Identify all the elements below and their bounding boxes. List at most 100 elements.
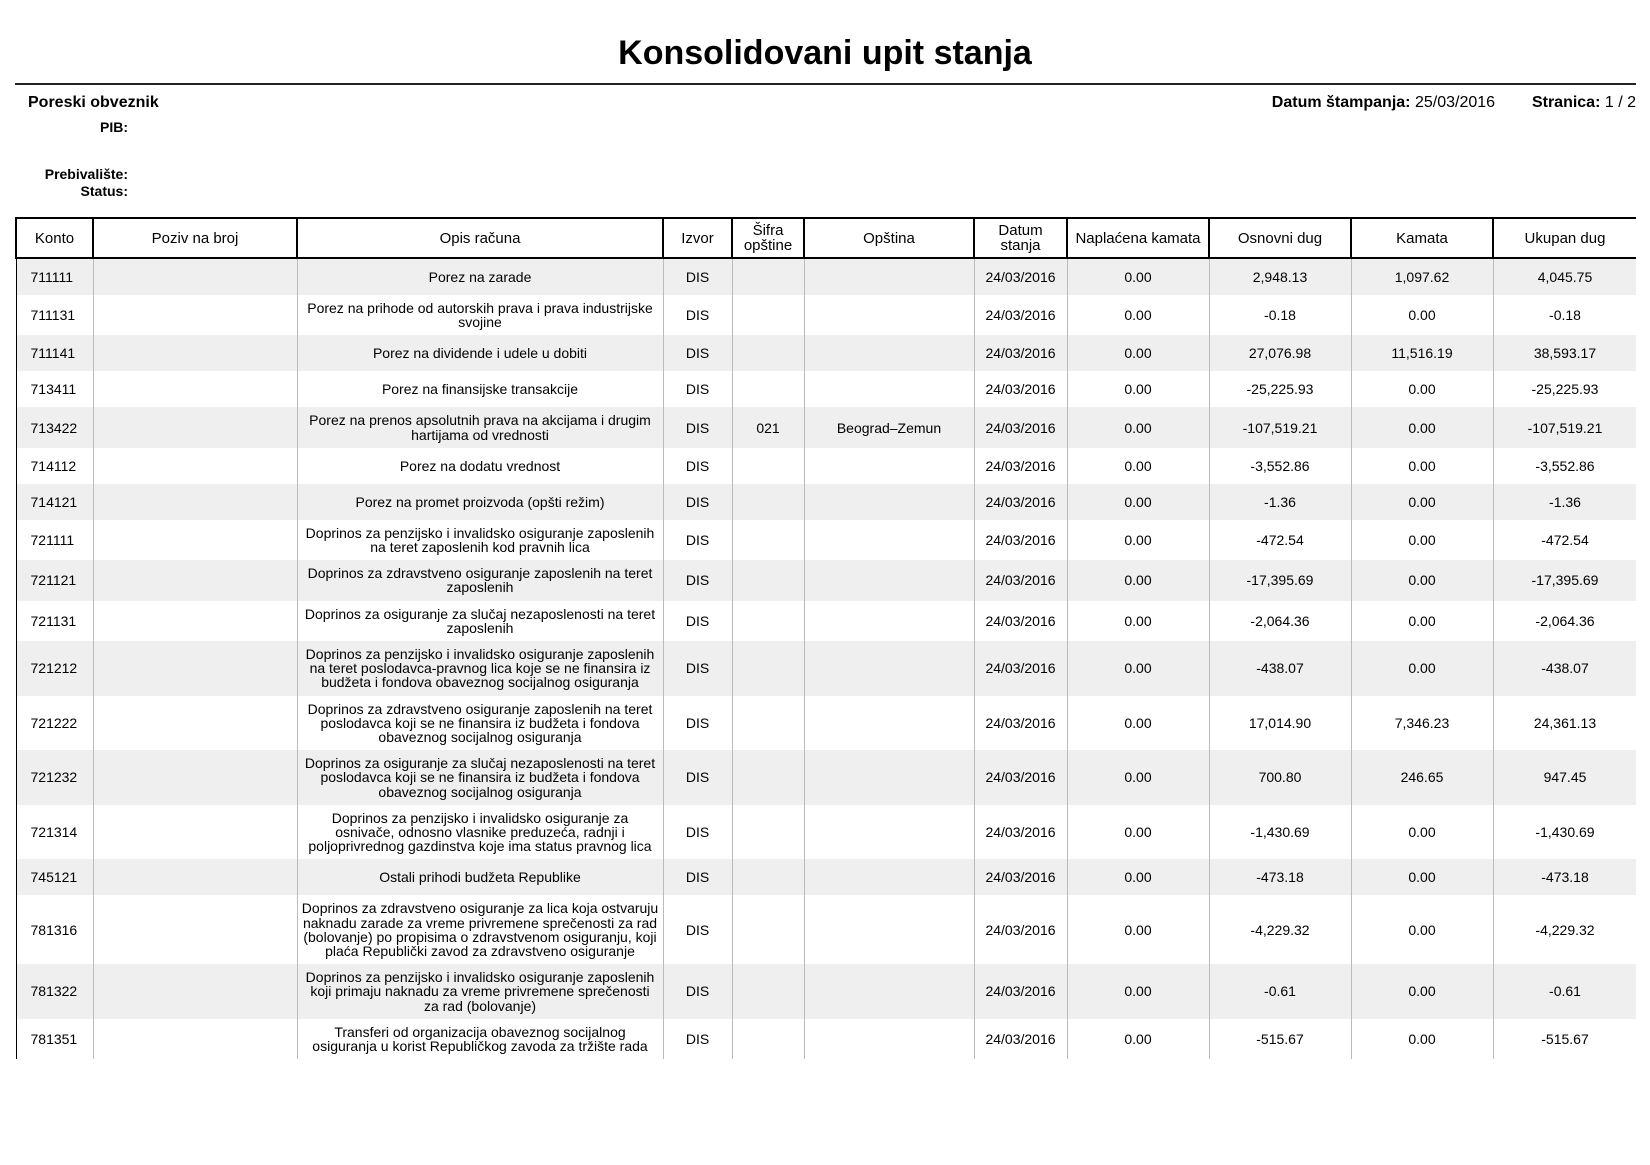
cell-ukupan-dug: -107,519.21	[1492, 407, 1636, 448]
table-row: 721222 Doprinos za zdravstveno osiguranje…	[15, 695, 1636, 751]
cell-izvor: DIS	[662, 600, 733, 642]
cell-naplacena-kamata: 0.00	[1066, 295, 1210, 336]
cell-poziv-na-broj	[92, 859, 298, 896]
cell-opstina	[803, 519, 975, 561]
cell-kamata: 0.00	[1350, 519, 1494, 561]
cell-osnovni-dug: 17,014.90	[1208, 695, 1352, 751]
cell-naplacena-kamata: 0.00	[1066, 1018, 1210, 1060]
cell-izvor: DIS	[662, 964, 733, 1019]
cell-osnovni-dug: -2,064.36	[1208, 600, 1352, 642]
cell-poziv-na-broj	[92, 964, 298, 1019]
cell-sifra-opstine	[731, 519, 805, 561]
cell-izvor: DIS	[662, 258, 733, 295]
cell-opis-racuna: Doprinos za zdravstveno osiguranje zapos…	[296, 695, 664, 751]
column-header-datum-stanja: Datum stanja	[973, 217, 1068, 259]
cell-opstina	[803, 895, 975, 965]
cell-opis-racuna: Doprinos za penzijsko i invalidsko osigu…	[296, 804, 664, 860]
column-header-sifra-opstine: Šifra opštine	[731, 217, 805, 259]
table-body: 711111 Porez na zarade DIS 24/03/2016 0.00 2,…	[15, 258, 1636, 1060]
table-row: 713411 Porez na finansijske transakcije DI…	[15, 371, 1636, 408]
cell-poziv-na-broj	[92, 519, 298, 561]
cell-kamata: 0.00	[1350, 295, 1494, 336]
cell-kamata: 0.00	[1350, 600, 1494, 642]
cell-opstina	[803, 560, 975, 601]
cell-opis-racuna: Porez na zarade	[296, 258, 664, 295]
page-label: Stranica:	[1531, 94, 1601, 111]
cell-opis-racuna: Ostali prihodi budžeta Republike	[296, 859, 664, 896]
cell-kamata: 0.00	[1350, 560, 1494, 601]
cell-datum-stanja: 24/03/2016	[973, 964, 1068, 1019]
cell-naplacena-kamata: 0.00	[1066, 695, 1210, 751]
cell-izvor: DIS	[662, 895, 733, 965]
cell-datum-stanja: 24/03/2016	[973, 895, 1068, 965]
cell-kamata: 246.65	[1350, 750, 1494, 805]
column-header-kamata: Kamata	[1350, 217, 1494, 259]
cell-izvor: DIS	[662, 641, 733, 696]
cell-opis-racuna: Doprinos za osiguranje za slučaj nezapos…	[296, 600, 664, 642]
cell-osnovni-dug: -17,395.69	[1208, 560, 1352, 601]
cell-ukupan-dug: -25,225.93	[1492, 371, 1636, 408]
cell-konto: 711111	[15, 258, 94, 295]
cell-opstina	[803, 447, 975, 484]
cell-kamata: 0.00	[1350, 371, 1494, 408]
table-row: 721111 Doprinos za penzijsko i invalidsko…	[15, 519, 1636, 561]
cell-datum-stanja: 24/03/2016	[973, 641, 1068, 696]
cell-opis-racuna: Doprinos za osiguranje za slučaj nezapos…	[296, 750, 664, 805]
table-row: 713422 Porez na prenos apsolutnih prava n…	[15, 407, 1636, 448]
cell-osnovni-dug: 2,948.13	[1208, 258, 1352, 295]
cell-ukupan-dug: 4,045.75	[1492, 258, 1636, 295]
cell-opis-racuna: Doprinos za penzijsko i invalidsko osigu…	[296, 519, 664, 561]
cell-osnovni-dug: -438.07	[1208, 641, 1352, 696]
cell-izvor: DIS	[662, 447, 733, 484]
cell-konto: 721131	[15, 600, 94, 642]
cell-opstina	[803, 335, 975, 372]
cell-datum-stanja: 24/03/2016	[973, 335, 1068, 372]
cell-naplacena-kamata: 0.00	[1066, 641, 1210, 696]
cell-poziv-na-broj	[92, 258, 298, 295]
cell-opstina	[803, 600, 975, 642]
cell-naplacena-kamata: 0.00	[1066, 519, 1210, 561]
table-row: 721232 Doprinos za osiguranje za slučaj n…	[15, 750, 1636, 805]
cell-opstina: Beograd–Zemun	[803, 407, 975, 448]
cell-sifra-opstine	[731, 859, 805, 896]
cell-konto: 781351	[15, 1018, 94, 1060]
cell-ukupan-dug: -473.18	[1492, 859, 1636, 896]
cell-konto: 721222	[15, 695, 94, 751]
cell-sifra-opstine	[731, 695, 805, 751]
table-row: 711141 Porez na dividende i udele u dobit…	[15, 335, 1636, 372]
cell-sifra-opstine	[731, 750, 805, 805]
column-header-opis-racuna: Opis računa	[296, 217, 664, 259]
cell-osnovni-dug: -473.18	[1208, 859, 1352, 896]
cell-sifra-opstine	[731, 371, 805, 408]
table-row: 721314 Doprinos za penzijsko i invalidsko…	[15, 804, 1636, 860]
cell-konto: 721314	[15, 804, 94, 860]
cell-naplacena-kamata: 0.00	[1066, 483, 1210, 520]
cell-sifra-opstine	[731, 1018, 805, 1060]
cell-ukupan-dug: -0.18	[1492, 295, 1636, 336]
cell-izvor: DIS	[662, 560, 733, 601]
cell-datum-stanja: 24/03/2016	[973, 1018, 1068, 1060]
cell-naplacena-kamata: 0.00	[1066, 804, 1210, 860]
cell-kamata: 0.00	[1350, 859, 1494, 896]
cell-datum-stanja: 24/03/2016	[973, 695, 1068, 751]
balance-table: Konto Poziv na broj Opis računa Izvor Šifra …	[15, 217, 1636, 1060]
cell-datum-stanja: 24/03/2016	[973, 483, 1068, 520]
cell-kamata: 0.00	[1350, 804, 1494, 860]
cell-sifra-opstine	[731, 641, 805, 696]
table-row: 721131 Doprinos za osiguranje za slučaj n…	[15, 600, 1636, 642]
cell-opstina	[803, 804, 975, 860]
cell-sifra-opstine: 021	[731, 407, 805, 448]
cell-kamata: 11,516.19	[1350, 335, 1494, 372]
print-date: 25/03/2016	[1414, 94, 1496, 111]
cell-poziv-na-broj	[92, 641, 298, 696]
cell-ukupan-dug: 38,593.17	[1492, 335, 1636, 372]
cell-naplacena-kamata: 0.00	[1066, 750, 1210, 805]
cell-ukupan-dug: 24,361.13	[1492, 695, 1636, 751]
cell-poziv-na-broj	[92, 1018, 298, 1060]
cell-osnovni-dug: -4,229.32	[1208, 895, 1352, 965]
cell-opstina	[803, 750, 975, 805]
page-title: Konsolidovani upit stanja	[618, 34, 1032, 72]
cell-konto: 721232	[15, 750, 94, 805]
balance-table-container: Konto Poziv na broj Opis računa Izvor Šifra …	[15, 217, 1636, 1095]
cell-opstina	[803, 964, 975, 1019]
